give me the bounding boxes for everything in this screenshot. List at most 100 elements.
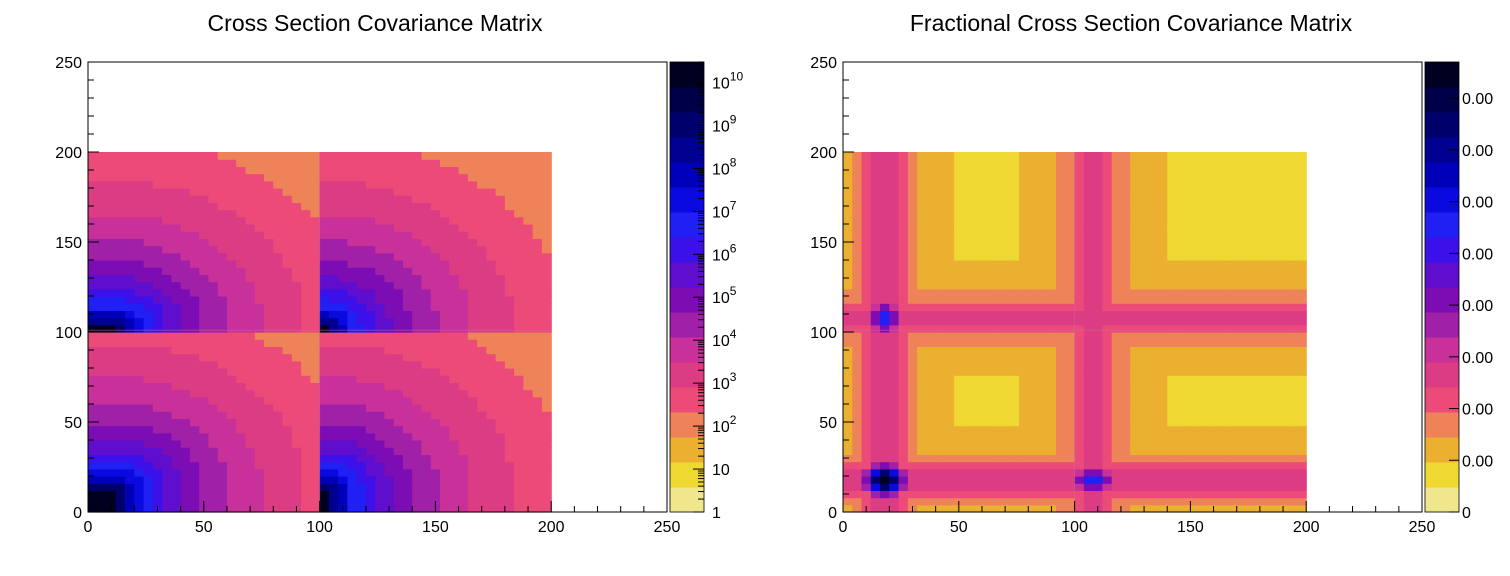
heatmap-cell [264, 188, 274, 196]
heatmap-cell [88, 425, 98, 434]
heatmap-cell [1130, 389, 1141, 398]
heatmap-cell [1000, 166, 1011, 175]
heatmap-cell [1148, 188, 1159, 196]
heatmap-cell [1213, 504, 1224, 513]
heatmap-cell [1259, 504, 1270, 513]
heatmap-cell [226, 346, 237, 355]
heatmap-cell [1037, 504, 1048, 513]
heatmap-cell [467, 382, 478, 391]
heatmap-cell [926, 216, 937, 225]
heatmap-cell [97, 382, 108, 391]
heatmap-cell [1167, 317, 1178, 326]
heatmap-cell [1259, 260, 1270, 268]
heatmap-cell [319, 180, 330, 189]
heatmap-cell [328, 497, 339, 506]
heatmap-cell [1074, 404, 1085, 412]
heatmap-cell [1111, 296, 1122, 304]
heatmap-cell [282, 180, 293, 189]
heatmap-cell [1241, 389, 1252, 398]
heatmap-cell [430, 303, 441, 311]
heatmap-cell [1037, 281, 1048, 290]
heatmap-cell [1046, 440, 1057, 448]
heatmap-cell [347, 310, 358, 319]
heatmap-cell [1204, 346, 1215, 355]
heatmap-cell [1102, 238, 1113, 247]
heatmap-cell [208, 404, 219, 412]
heatmap-cell [421, 440, 432, 448]
heatmap-cell [514, 454, 524, 463]
heatmap-cell [152, 432, 163, 441]
heatmap-cell [134, 411, 145, 419]
heatmap-cell [1028, 353, 1039, 362]
heatmap-cell [180, 303, 191, 311]
heatmap-cell [935, 188, 946, 196]
heatmap-cell [972, 425, 983, 434]
heatmap-cell [523, 353, 534, 362]
heatmap-cell [1130, 216, 1141, 225]
heatmap-cell [319, 245, 330, 254]
heatmap-cell [1222, 209, 1233, 218]
heatmap-cell [347, 497, 358, 506]
heatmap-cell [1120, 476, 1131, 484]
heatmap-cell [134, 188, 145, 196]
heatmap-cell [347, 166, 358, 175]
heatmap-cell [143, 404, 154, 412]
heatmap-cell [310, 425, 321, 434]
heatmap-cell [1102, 368, 1113, 376]
heatmap-cell [1009, 173, 1020, 182]
heatmap-cell [1009, 303, 1020, 311]
heatmap-cell [963, 152, 974, 160]
heatmap-cell [440, 425, 450, 434]
heatmap-cell [1213, 396, 1224, 405]
heatmap-cell [412, 159, 423, 167]
heatmap-cell [347, 245, 358, 254]
heatmap-cell [245, 303, 256, 311]
heatmap-cell [1157, 483, 1168, 491]
heatmap-cell [467, 310, 478, 319]
heatmap-cell [1019, 440, 1029, 448]
heatmap-cell [1148, 274, 1159, 283]
heatmap-cell [907, 497, 918, 506]
heatmap-cell [504, 245, 515, 254]
heatmap-cell [1102, 483, 1113, 491]
heatmap-cell [541, 454, 552, 463]
heatmap-cell [199, 152, 210, 160]
heatmap-cell [1241, 173, 1252, 182]
heatmap-cell [264, 360, 274, 369]
heatmap-cell [217, 180, 228, 189]
heatmap-cell [981, 497, 992, 506]
heatmap-cell [458, 267, 469, 275]
heatmap-cell [375, 447, 386, 455]
heatmap-cell [514, 440, 524, 448]
heatmap-cell [541, 440, 552, 448]
heatmap-cell [514, 202, 524, 211]
heatmap-cell [171, 332, 182, 340]
heatmap-cell [880, 209, 890, 218]
heatmap-cell [310, 317, 321, 326]
heatmap-cell [1185, 202, 1196, 211]
heatmap-cell [273, 346, 284, 355]
heatmap-cell [467, 288, 478, 297]
heatmap-cell [245, 173, 256, 182]
heatmap-cell [944, 324, 955, 333]
heatmap-cell [208, 245, 219, 254]
heatmap-cell [254, 267, 265, 275]
heatmap-cell [1083, 368, 1094, 376]
colorbar-segment [670, 137, 704, 163]
heatmap-cell [917, 490, 927, 499]
covariance-heatmap: 0 50 100 150 200 2500501001502002501101021031… [55, 55, 743, 536]
heatmap-cell [1056, 497, 1066, 506]
heatmap-cell [347, 216, 358, 225]
heatmap-cell [1204, 483, 1215, 491]
heatmap-cell [1019, 476, 1029, 484]
heatmap-cell [1139, 396, 1150, 405]
colorbar-segment [670, 412, 704, 438]
heatmap-cell [1176, 425, 1187, 434]
heatmap-cell [226, 260, 237, 268]
heatmap-cell [935, 346, 946, 355]
heatmap-cell [1213, 360, 1224, 369]
heatmap-cell [393, 440, 404, 448]
heatmap-cell [236, 360, 247, 369]
heatmap-cell [217, 346, 228, 355]
heatmap-cell [412, 238, 423, 247]
